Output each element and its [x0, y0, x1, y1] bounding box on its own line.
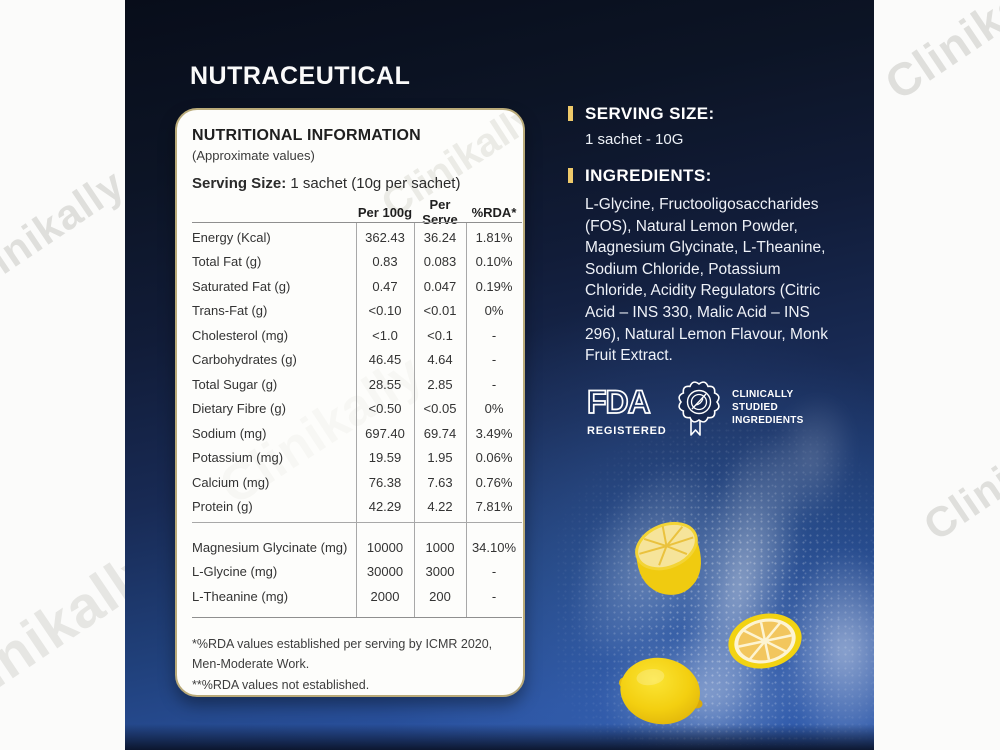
lemon-slice-image [728, 613, 802, 669]
page-title: NUTRACEUTICAL [190, 62, 411, 90]
bottom-shadow [125, 724, 874, 750]
label-panel: NUTRACEUTICAL [125, 0, 874, 750]
lemon-half-image [635, 521, 701, 595]
powder-speckles [555, 420, 874, 745]
watermark-top-right: Clinikally [875, 0, 1000, 110]
watermark-right: Clinikally [915, 401, 1000, 550]
watermark-left-upper: Clinikally [0, 159, 133, 308]
lemon-whole-image [619, 657, 703, 725]
